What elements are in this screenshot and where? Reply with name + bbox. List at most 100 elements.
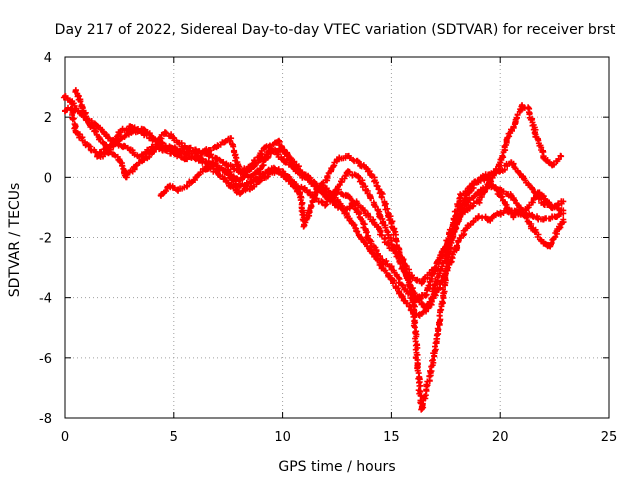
data-point bbox=[118, 135, 125, 142]
data-point bbox=[122, 174, 129, 181]
data-point bbox=[384, 240, 390, 247]
data-point bbox=[540, 201, 547, 208]
data-point bbox=[512, 120, 519, 127]
data-point bbox=[257, 165, 264, 172]
x-tick-label: 25 bbox=[601, 430, 618, 445]
series-trail bbox=[96, 125, 565, 287]
data-point bbox=[301, 222, 308, 229]
data-point bbox=[149, 150, 155, 157]
data-point bbox=[62, 93, 68, 100]
data-point bbox=[183, 183, 190, 190]
series-track-5 bbox=[96, 125, 567, 287]
data-point bbox=[497, 192, 504, 199]
data-point bbox=[529, 225, 536, 232]
data-point bbox=[225, 162, 232, 169]
data-point bbox=[410, 294, 417, 301]
data-point bbox=[331, 201, 338, 208]
data-point bbox=[305, 174, 312, 181]
data-point bbox=[247, 174, 253, 181]
data-point bbox=[497, 159, 504, 166]
data-point bbox=[355, 174, 362, 181]
data-point bbox=[540, 153, 547, 160]
data-point bbox=[116, 156, 123, 163]
data-point bbox=[549, 162, 556, 169]
data-point bbox=[179, 147, 186, 154]
data-point bbox=[540, 216, 547, 223]
data-point bbox=[540, 240, 547, 247]
y-tick-label: -8 bbox=[39, 412, 52, 427]
data-point bbox=[214, 162, 221, 169]
data-point bbox=[96, 150, 103, 157]
data-point bbox=[249, 162, 256, 169]
data-point bbox=[475, 213, 482, 220]
x-tick-label: 15 bbox=[383, 430, 400, 445]
data-point bbox=[344, 168, 351, 175]
data-point bbox=[203, 165, 210, 172]
data-point bbox=[290, 183, 297, 190]
data-point bbox=[268, 147, 275, 154]
data-point bbox=[366, 192, 373, 199]
data-point bbox=[510, 213, 517, 220]
data-point bbox=[418, 279, 425, 286]
data-point bbox=[529, 186, 536, 193]
x-tick-label: 5 bbox=[170, 430, 178, 445]
data-point bbox=[225, 171, 232, 178]
data-point bbox=[284, 150, 290, 157]
data-point bbox=[116, 129, 123, 136]
data-point bbox=[166, 144, 173, 151]
series-trail bbox=[158, 103, 564, 413]
data-point bbox=[79, 105, 86, 112]
data-point bbox=[529, 213, 536, 220]
x-tick-label: 20 bbox=[492, 430, 509, 445]
data-point bbox=[436, 321, 443, 328]
data-point bbox=[442, 270, 449, 277]
data-point bbox=[236, 183, 243, 190]
data-point bbox=[416, 294, 423, 301]
data-point bbox=[334, 189, 340, 196]
data-point bbox=[549, 204, 556, 211]
series-track-2 bbox=[62, 104, 567, 311]
y-tick-label: -4 bbox=[39, 292, 52, 307]
data-point bbox=[323, 186, 330, 193]
y-tick-label: 0 bbox=[44, 171, 52, 186]
data-point bbox=[355, 210, 362, 217]
data-point bbox=[236, 168, 243, 175]
data-point bbox=[536, 189, 543, 196]
data-point bbox=[88, 123, 95, 130]
data-point bbox=[247, 186, 253, 193]
y-axis-label: SDTVAR / TECUs bbox=[7, 183, 23, 298]
data-point bbox=[427, 369, 434, 376]
data-point bbox=[72, 129, 79, 136]
data-point bbox=[453, 243, 460, 250]
data-point bbox=[192, 156, 199, 163]
data-point bbox=[68, 105, 75, 112]
data-point bbox=[553, 228, 560, 235]
data-point bbox=[162, 129, 169, 136]
series-track-4 bbox=[157, 102, 565, 413]
data-point bbox=[397, 252, 404, 259]
data-point bbox=[323, 177, 330, 184]
data-point bbox=[458, 192, 464, 199]
data-point bbox=[312, 189, 319, 196]
data-point bbox=[388, 264, 395, 271]
data-point bbox=[105, 144, 112, 151]
data-point bbox=[175, 186, 182, 193]
data-point bbox=[83, 141, 90, 148]
data-point bbox=[551, 213, 558, 220]
data-point bbox=[466, 204, 473, 211]
data-point bbox=[257, 177, 264, 184]
data-point bbox=[305, 210, 312, 217]
data-point bbox=[471, 180, 478, 187]
x-tick-label: 10 bbox=[274, 430, 291, 445]
data-point bbox=[560, 216, 567, 223]
x-axis-label: GPS time / hours bbox=[278, 459, 395, 475]
data-point bbox=[388, 219, 395, 226]
data-point bbox=[157, 192, 164, 199]
data-point bbox=[366, 237, 373, 244]
grid-lines bbox=[65, 57, 609, 418]
data-point bbox=[388, 276, 395, 283]
data-point bbox=[279, 156, 286, 163]
data-point bbox=[131, 165, 138, 172]
data-point bbox=[75, 108, 82, 115]
